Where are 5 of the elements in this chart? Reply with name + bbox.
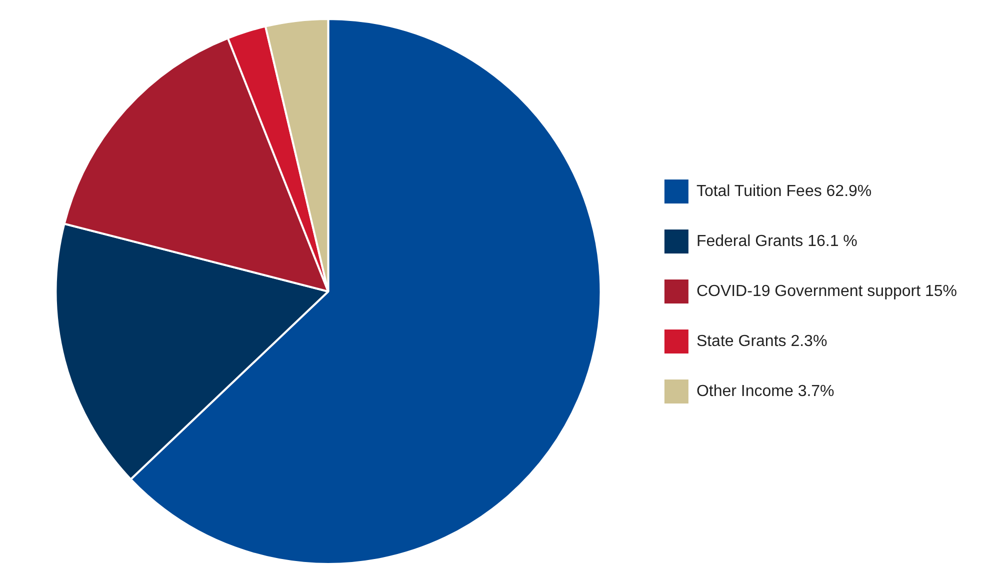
legend-label: State Grants 2.3% [696, 332, 828, 350]
legend-label: Federal Grants 16.1 % [696, 232, 858, 250]
legend-label: Total Tuition Fees 62.9% [696, 182, 872, 200]
legend-label: COVID-19 Government support 15% [696, 282, 957, 300]
legend-label: Other Income 3.7% [696, 382, 834, 400]
